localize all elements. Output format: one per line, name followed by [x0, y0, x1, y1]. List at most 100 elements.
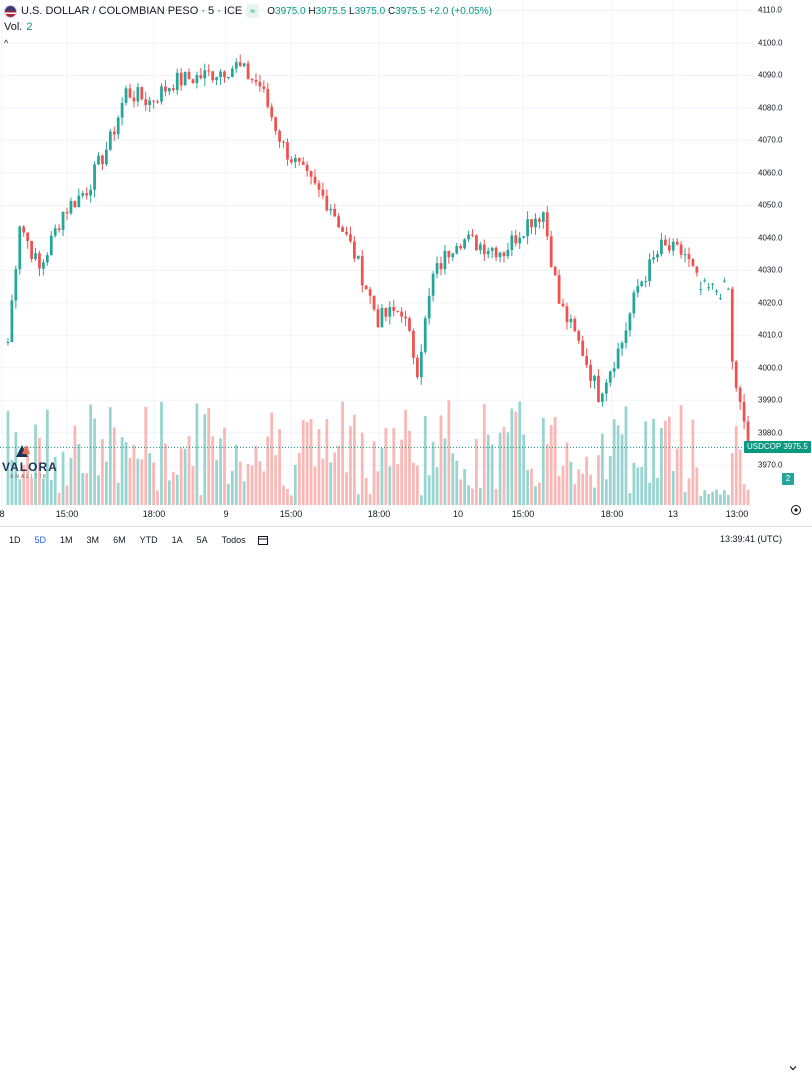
- volume-bar: [640, 466, 644, 505]
- candle: [262, 80, 266, 93]
- volume-bar: [415, 465, 419, 505]
- candle: [671, 238, 675, 256]
- volume-bar: [644, 421, 648, 505]
- volume-bar: [502, 427, 506, 505]
- candle: [404, 310, 407, 327]
- collapse-legend-icon[interactable]: ^: [4, 38, 9, 48]
- candle: [42, 259, 45, 276]
- volume-bar: [97, 475, 100, 505]
- chart-legend: U.S. DOLLAR / COLOMBIAN PESO · 5 · ICE ≈…: [4, 4, 492, 18]
- clock[interactable]: 13:39:41 (UTC): [719, 534, 782, 544]
- volume-bar: [372, 441, 376, 505]
- candle: [695, 266, 699, 277]
- last-price-symbol: USDCOP: [747, 442, 782, 452]
- volume-bar: [329, 462, 333, 505]
- volume-bar: [105, 461, 108, 505]
- candle: [628, 311, 632, 337]
- volume-bar: [687, 478, 691, 505]
- y-tick-label: 3990.0: [758, 395, 783, 405]
- range-button-1a[interactable]: 1A: [171, 534, 183, 545]
- volume-bar: [404, 409, 407, 505]
- candle: [69, 197, 73, 216]
- close-value: 3975.5: [395, 5, 426, 17]
- range-button-5d[interactable]: 5D: [34, 534, 47, 545]
- volume-bar: [742, 484, 746, 505]
- volume-bar: [175, 474, 179, 505]
- volume-bar: [396, 464, 400, 505]
- range-button-1m[interactable]: 1M: [60, 534, 73, 545]
- date-range-icon[interactable]: [257, 534, 269, 546]
- candle: [230, 66, 234, 78]
- volume-bar: [227, 483, 230, 505]
- price-axis[interactable]: [752, 0, 812, 520]
- candle: [38, 250, 41, 276]
- candle: [199, 67, 203, 80]
- range-button-ytd[interactable]: YTD: [139, 534, 158, 545]
- candle: [53, 224, 57, 238]
- chevron-down-icon[interactable]: [788, 1063, 798, 1073]
- y-tick-label: 4070.0: [758, 135, 783, 145]
- candle: [219, 69, 222, 85]
- candle: [6, 337, 10, 346]
- candle: [691, 258, 695, 267]
- candle: [144, 91, 148, 112]
- volume-bar: [42, 478, 45, 505]
- volume-bar: [608, 455, 612, 505]
- volume-bar: [223, 427, 226, 505]
- volume-bar: [518, 401, 522, 505]
- y-tick-label: 4010.0: [758, 330, 783, 340]
- candle: [65, 207, 69, 221]
- candle: [502, 251, 506, 263]
- volume-bar: [534, 486, 537, 505]
- volume-bar: [392, 427, 396, 505]
- range-button-todos[interactable]: Todos: [221, 534, 246, 545]
- candle: [246, 60, 250, 80]
- volume-bar: [726, 494, 730, 505]
- range-button-6m[interactable]: 6M: [113, 534, 126, 545]
- chart-plot[interactable]: [0, 0, 812, 520]
- volume-bar: [230, 470, 234, 505]
- volume-bar: [510, 408, 514, 505]
- volume-bar: [577, 469, 581, 505]
- range-button-5a[interactable]: 5A: [196, 534, 208, 545]
- range-button-1d[interactable]: 1D: [9, 534, 21, 545]
- volume-bar: [530, 468, 533, 505]
- volume-bar: [136, 458, 140, 505]
- settings-icon[interactable]: [790, 504, 802, 516]
- symbol-title[interactable]: U.S. DOLLAR / COLOMBIAN PESO · 5 · ICE: [21, 5, 243, 17]
- candle: [368, 286, 372, 304]
- volume-bar: [85, 473, 89, 505]
- candle: [254, 73, 258, 86]
- candle: [356, 255, 360, 260]
- volume-bar: [49, 479, 53, 505]
- candle: [325, 189, 329, 212]
- volume-bar: [549, 425, 553, 505]
- candle: [34, 247, 37, 261]
- low-label: L: [349, 5, 355, 17]
- logo-name: VALORA: [2, 460, 58, 474]
- candle: [179, 68, 183, 91]
- volume-bar: [286, 489, 289, 505]
- volume-bar: [128, 458, 132, 505]
- volume-bar: [506, 432, 510, 505]
- candle: [699, 281, 703, 296]
- volume-bar: [26, 446, 30, 505]
- volume-bar: [707, 494, 711, 505]
- volume-bar: [624, 406, 628, 505]
- close-label: C: [387, 5, 396, 17]
- candle: [486, 247, 490, 259]
- x-tick-label: 18:00: [367, 509, 391, 519]
- candle: [644, 275, 648, 288]
- volume-bar: [490, 444, 494, 505]
- range-button-3m[interactable]: 3M: [86, 534, 100, 545]
- volume-bar: [69, 458, 73, 505]
- grid: [0, 0, 752, 505]
- volume-bar: [364, 477, 368, 505]
- market-status-badge[interactable]: ≈: [246, 4, 260, 18]
- candle: [242, 62, 246, 68]
- volume-bar: [171, 472, 175, 505]
- candle: [648, 253, 651, 287]
- volume-bar: [148, 453, 152, 505]
- candle: [132, 90, 136, 108]
